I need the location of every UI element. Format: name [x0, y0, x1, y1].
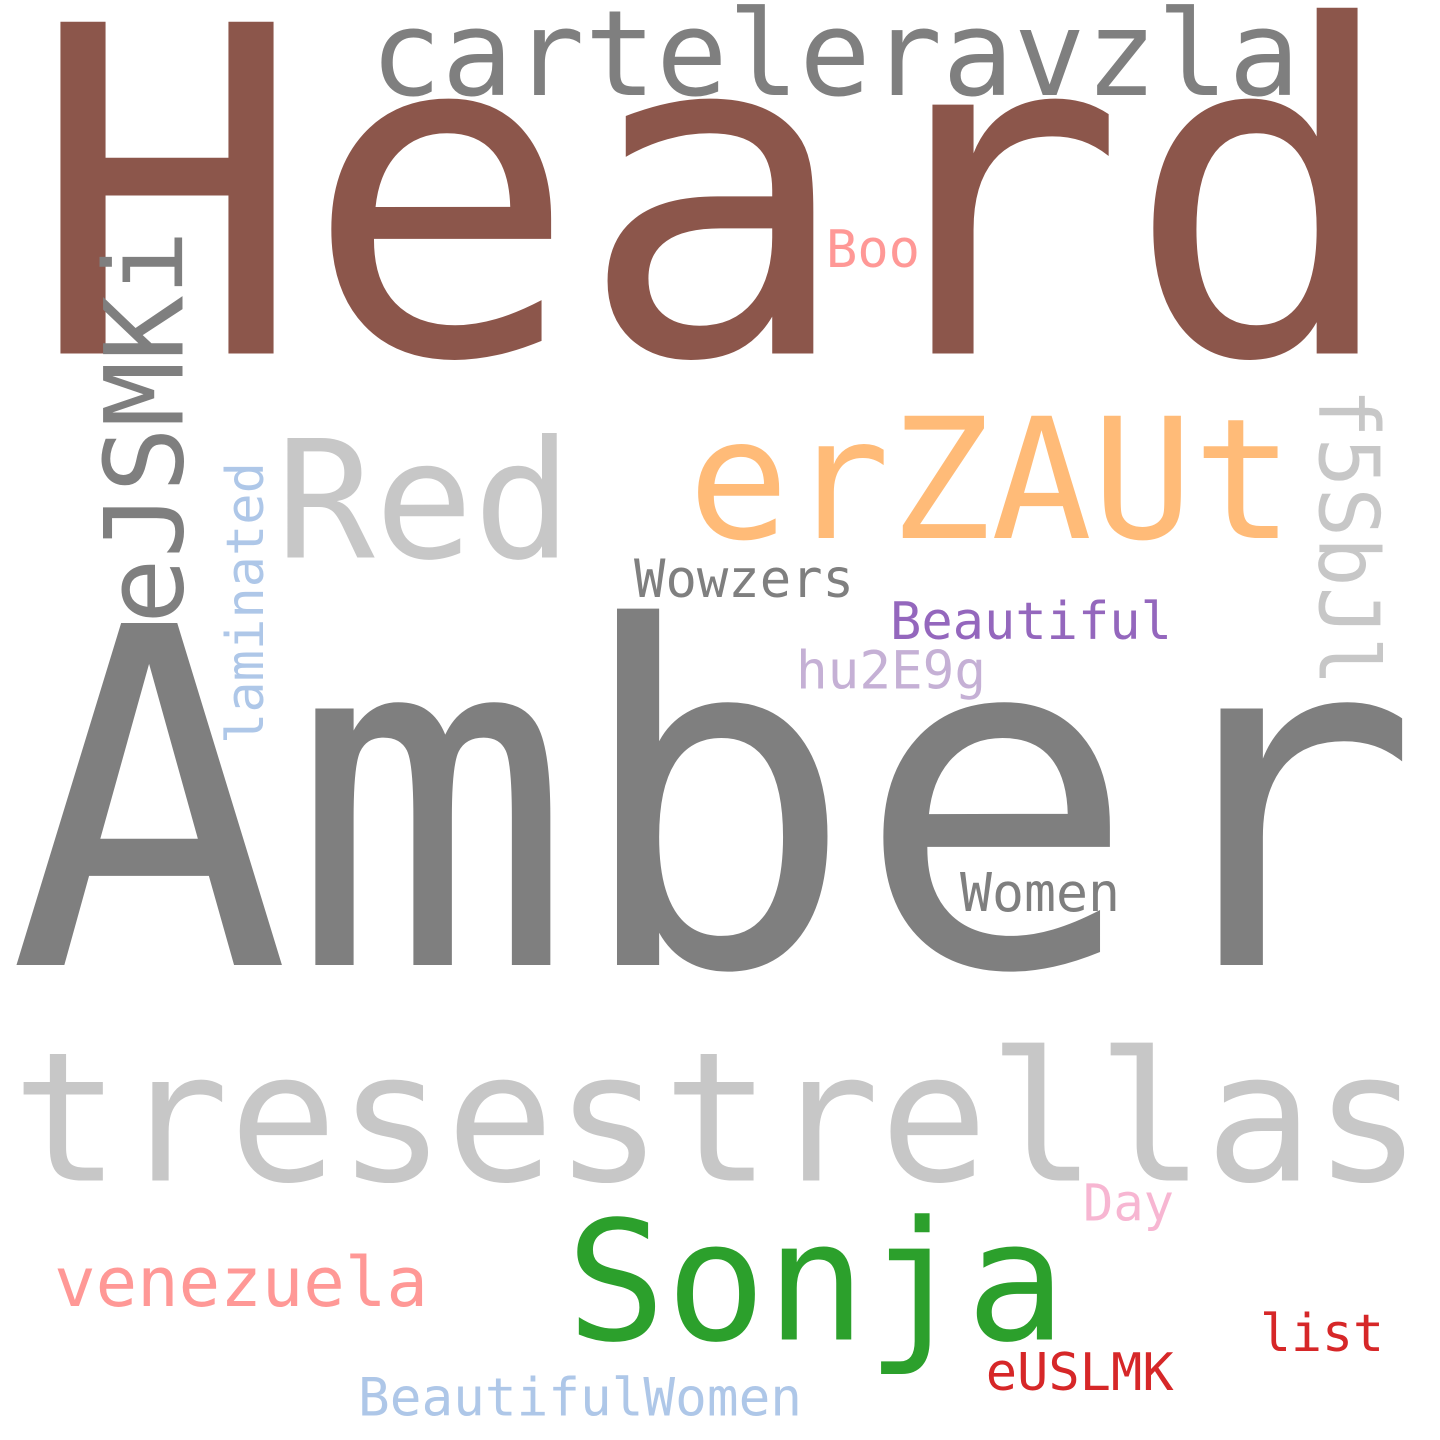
word-venezuela: venezuela: [54, 1243, 428, 1323]
word-euslmk: eUSLMK: [986, 1343, 1175, 1403]
word-f5sbjl: f5SbJl: [1300, 388, 1396, 686]
word-wowzers: Wowzers: [634, 550, 854, 610]
word-carteleravzla: carteleravzla: [370, 0, 1300, 124]
word-boo: Boo: [826, 220, 920, 280]
word-day: Day: [1083, 1174, 1174, 1233]
word-beautifulwomen: BeautifulWomen: [358, 1368, 802, 1429]
word-hu2e9g: hu2E9g: [796, 641, 986, 702]
word-laminated: laminated: [216, 462, 276, 744]
word-tresestrellas: tresestrellas: [12, 1015, 1422, 1224]
word-women: Women: [960, 862, 1120, 924]
word-sonja: Sonja: [566, 1187, 1066, 1380]
word-heard: Heard: [30, 0, 1400, 462]
word-erzaut: erZAUt: [688, 382, 1294, 578]
word-amber: Amber: [8, 530, 1420, 1076]
word-ejsmki: eJSMKi: [82, 230, 209, 624]
word-list: list: [1260, 1304, 1384, 1364]
word-beautiful: Beautiful: [890, 592, 1172, 652]
word-red: Red: [276, 406, 572, 597]
